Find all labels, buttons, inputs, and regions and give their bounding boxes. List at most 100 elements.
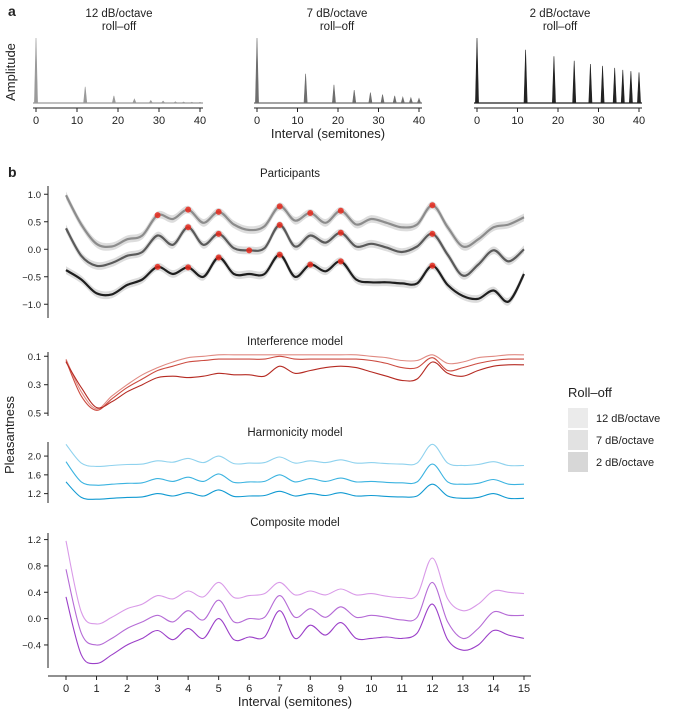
x-tick-label: 10 — [511, 115, 523, 127]
series-line — [65, 224, 525, 277]
spectrum-2-title-line1: 7 dB/octave — [307, 8, 368, 20]
peak-marker — [154, 212, 161, 219]
peak-marker — [276, 222, 283, 229]
x-tick-label: 0 — [474, 115, 480, 127]
x-tick-label: 30 — [153, 115, 165, 127]
series-line — [65, 443, 525, 468]
spectrum-1-title-line2: roll–off — [102, 21, 137, 33]
peak-marker — [429, 230, 436, 237]
series-line — [65, 596, 525, 665]
y-tick-label: 1.2 — [28, 535, 41, 546]
harmonic-peak — [180, 101, 187, 104]
peak-marker — [215, 208, 222, 215]
interference-title: Interference model — [247, 336, 343, 348]
interference-plot: 0.1 0.3 0.5 — [28, 352, 525, 420]
x-tick-label: 20 — [552, 115, 564, 127]
y-tick-label: −0.5 — [22, 272, 41, 283]
peak-marker — [215, 254, 222, 261]
composite-title: Composite model — [250, 517, 339, 529]
legend-label-12db: 12 dB/octave — [596, 413, 660, 425]
legend-title: Roll–off — [568, 385, 612, 400]
peak-marker — [246, 247, 253, 254]
harmonic-peak — [416, 97, 422, 104]
spectrum-plot-2: 7 dB/octave roll–off 0 10 20 30 40 — [254, 8, 425, 127]
harmonic-peak — [148, 99, 153, 104]
y-tick-label: 0.8 — [28, 561, 41, 572]
harmonic-peak — [475, 37, 479, 104]
harmonic-peak — [552, 56, 556, 104]
peak-marker — [337, 229, 344, 236]
harmonic-peak — [600, 65, 605, 104]
panel-b-ylabel: Pleasantness — [2, 395, 17, 474]
harmonic-peak — [172, 101, 178, 104]
peak-marker — [185, 206, 192, 213]
x-tick-label: 10 — [291, 115, 303, 127]
series-line — [65, 461, 525, 486]
harmonic-peak — [255, 37, 259, 104]
harmonic-peak — [303, 73, 308, 104]
harmonic-peak — [392, 95, 397, 104]
spectrum-2-title-line2: roll–off — [320, 21, 355, 33]
series-line — [65, 354, 525, 410]
panel-a-letter: a — [8, 3, 16, 19]
harmonic-peak — [368, 92, 373, 104]
harmonic-peak — [83, 86, 88, 104]
x-tick-label: 0 — [33, 115, 39, 127]
harmonic-peak — [637, 72, 641, 104]
y-tick-label: 2.0 — [28, 452, 41, 463]
legend: Roll–off 12 dB/octave 7 dB/octave 2 dB/o… — [568, 385, 660, 472]
confidence-ribbon — [66, 250, 524, 306]
x-tick-label: 7 — [277, 683, 283, 695]
series-line — [65, 194, 525, 249]
x-tick-label: 3 — [155, 683, 161, 695]
peak-marker — [154, 263, 161, 270]
peak-marker — [185, 264, 192, 271]
y-tick-label: 0.5 — [28, 409, 41, 420]
peak-marker — [215, 230, 222, 237]
x-tick-label: 40 — [194, 115, 206, 127]
harmonic-peak — [160, 100, 166, 104]
x-tick-label: 10 — [71, 115, 83, 127]
x-tick-label: 8 — [307, 683, 313, 695]
x-tick-label: 30 — [592, 115, 604, 127]
x-tick-label: 13 — [457, 683, 469, 695]
harmonic-peak — [34, 37, 38, 104]
harmonic-peak — [523, 49, 528, 104]
spectrum-2-marks: 0 10 20 30 40 — [254, 37, 425, 127]
peak-marker — [337, 258, 344, 265]
panel-a-xlabel: Interval (semitones) — [271, 126, 385, 141]
legend-swatch-7db — [568, 430, 588, 450]
spectrum-3-marks: 0 10 20 30 40 — [474, 37, 645, 127]
peak-marker — [337, 207, 344, 214]
participants-title: Participants — [260, 168, 320, 180]
y-tick-label: 1.0 — [28, 190, 41, 201]
series-line — [65, 355, 525, 411]
y-tick-label: −1.0 — [22, 300, 41, 311]
harmonic-peak — [400, 96, 405, 104]
spectrum-3-title-line2: roll–off — [543, 21, 578, 33]
harmonic-peak — [620, 69, 625, 104]
participants-plot: 1.0 0.5 0.0 −0.5 −1.0 — [22, 186, 525, 318]
y-tick-label: 1.2 — [28, 489, 41, 500]
composite-plot: 1.2 0.8 0.4 0.0 −0.4 — [22, 533, 525, 668]
y-tick-label: 0.5 — [28, 217, 41, 228]
peak-marker — [429, 262, 436, 269]
panel-a-ylabel: Amplitude — [3, 43, 18, 101]
y-tick-label: 0.0 — [28, 614, 41, 625]
y-tick-label: 0.0 — [28, 245, 41, 256]
harmonic-peak — [111, 95, 116, 104]
y-tick-label: 0.1 — [28, 352, 41, 363]
peak-marker — [185, 224, 192, 231]
y-tick-label: −0.4 — [22, 640, 41, 651]
spectrum-1-title-line1: 12 dB/octave — [85, 8, 152, 20]
x-tick-label: 40 — [413, 115, 425, 127]
x-tick-label: 2 — [124, 683, 130, 695]
x-tick-label: 20 — [112, 115, 124, 127]
peak-marker — [429, 202, 436, 209]
x-tick-label: 12 — [426, 683, 438, 695]
peak-marker — [276, 251, 283, 258]
x-tick-label: 9 — [338, 683, 344, 695]
harmonic-peak — [408, 96, 413, 104]
harmonic-peak — [352, 89, 357, 104]
